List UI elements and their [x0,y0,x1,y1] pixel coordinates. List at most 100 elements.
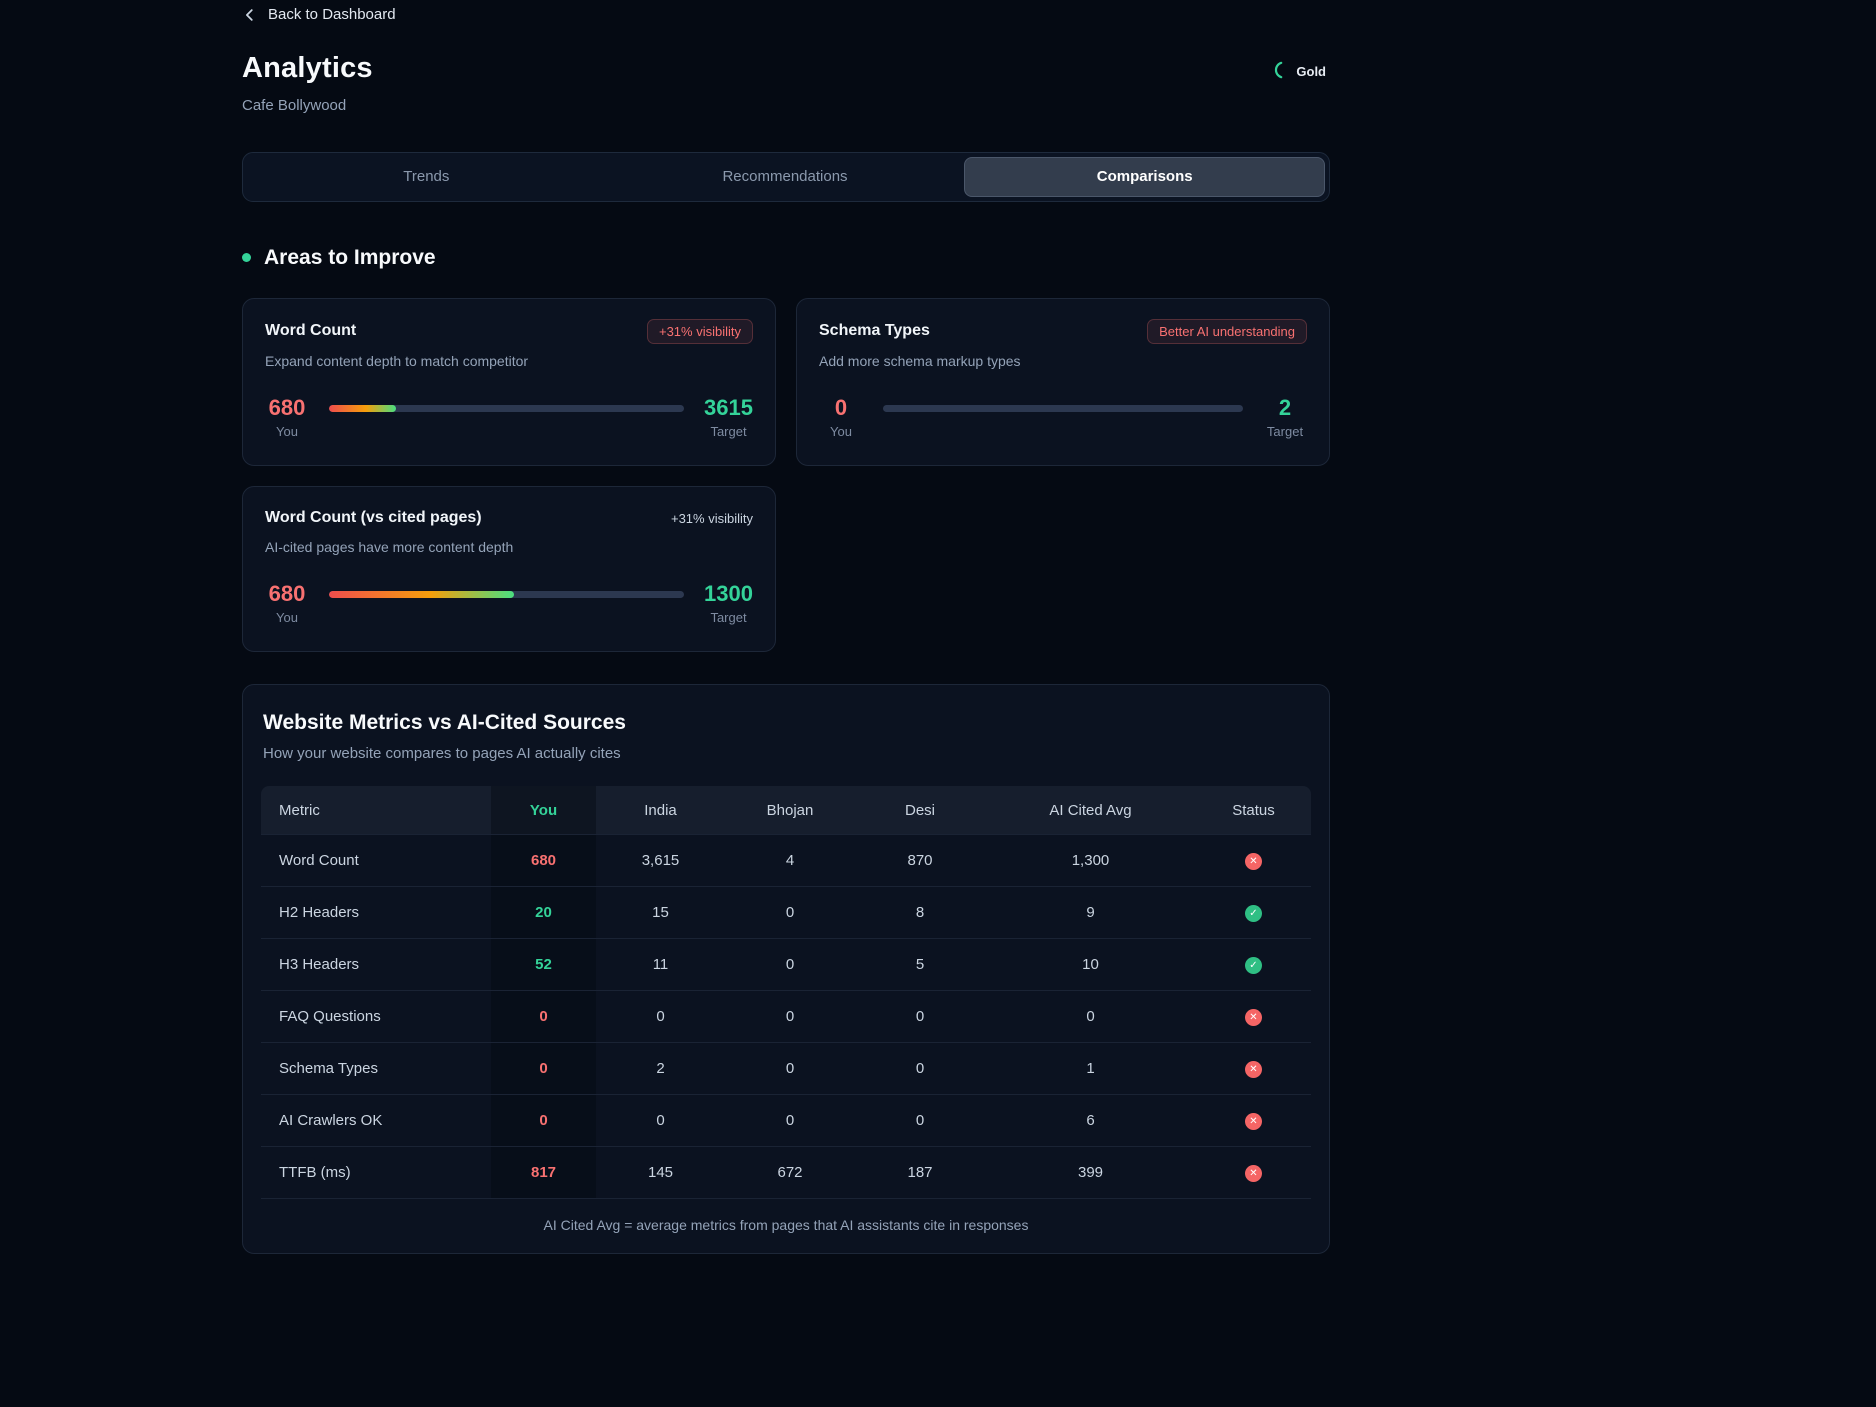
chevron-left-icon [242,7,258,23]
cell-desi: 0 [915,1008,925,1026]
x-circle-icon: ✕ [1245,1113,1262,1131]
table-row: Schema Types 0 2 0 0 1 ✕ [261,1042,1311,1095]
cell-metric: FAQ Questions [279,1008,381,1026]
comparison-table-body: Word Count 680 3,615 4 870 1,300 ✕ H2 Headers 20… [261,834,1311,1199]
tab-bar: Trends Recommendations Comparisons [242,151,1330,202]
cell-ai-cited-avg: 399 [1077,1164,1104,1182]
plan-badge: Gold [1270,60,1326,83]
you-value: 0 [834,394,848,420]
visibility-badge: +31% visibility [646,318,753,344]
cell-bhojan: 0 [785,904,795,922]
column-header-status: Status [1232,801,1275,819]
card-title: Word Count (vs cited pages) [265,509,482,527]
target-value: 2 [1278,394,1292,420]
table-row: FAQ Questions 0 0 0 0 0 ✕ [261,990,1311,1043]
page-subtitle: Cafe Bollywood [242,96,347,114]
cell-you: 680 [491,835,596,887]
cell-bhojan: 4 [785,852,795,870]
you-label: You [830,423,852,439]
cell-status: ✕ [1196,1007,1311,1027]
progress-bar-fill [329,404,397,412]
card-title: Word Count [265,322,357,339]
cell-you: 817 [491,1147,596,1199]
cell-desi: 870 [907,852,933,870]
target-label: Target [710,423,747,439]
improvement-cards: Word Count +31% visibility Expand conten… [242,297,1330,653]
table-row: TTFB (ms) 817 145 672 187 399 ✕ [261,1146,1311,1199]
cell-status: ✕ [1196,1163,1311,1183]
progress-bar [883,404,1243,412]
cell-you: 20 [491,887,596,939]
card-description: Add more schema markup types [819,352,1021,369]
cell-status: ✕ [1196,1111,1311,1131]
cell-desi: 187 [907,1164,933,1182]
cell-india: 3,615 [641,852,680,870]
cell-metric: Word Count [279,852,359,870]
cell-metric: Schema Types [279,1060,378,1078]
column-header-india: India [644,801,677,819]
cell-ai-cited-avg: 10 [1082,956,1099,974]
comparison-table: Metric You India Bhojan Desi AI Cited Av… [261,786,1311,1253]
cell-india: 0 [656,1008,665,1026]
cell-metric: TTFB (ms) [279,1164,351,1182]
card-title: Schema Types [819,322,930,339]
cell-india: 0 [656,1112,665,1130]
cell-ai-cited-avg: 0 [1086,1008,1095,1026]
cell-desi: 0 [915,1112,925,1130]
cell-metric: H2 Headers [279,904,360,922]
cell-ai-cited-avg: 6 [1086,1112,1095,1130]
section-areas-to-improve: Areas to Improve [242,246,1330,270]
x-circle-icon: ✕ [1245,853,1262,871]
table-row: AI Crawlers OK 0 0 0 0 6 ✕ [261,1094,1311,1147]
cell-desi: 0 [915,1060,925,1078]
analytics-page: Back to Dashboard Analytics Cafe Bollywo… [242,0,1330,1255]
cell-bhojan: 0 [785,1008,795,1026]
cell-bhojan: 0 [785,1112,795,1130]
column-header-you: You [491,786,596,835]
cell-metric: AI Crawlers OK [279,1112,383,1130]
column-header-desi: Desi [904,801,935,819]
ai-understanding-badge: Better AI understanding [1147,318,1307,344]
card-word-count-vs-cited: Word Count (vs cited pages) +31% visibil… [242,485,776,653]
tab-recommendations[interactable]: Recommendations [722,168,848,185]
progress-bar [329,404,685,412]
back-link-label: Back to Dashboard [268,6,396,23]
card-word-count: Word Count +31% visibility Expand conten… [242,297,776,466]
cell-desi: 5 [915,956,925,974]
target-value: 3615 [704,394,753,420]
you-value: 680 [268,580,306,606]
column-header-bhojan: Bhojan [766,801,814,819]
comparison-table-card: Website Metrics vs AI-Cited Sources How … [242,684,1330,1255]
target-label: Target [1266,423,1304,439]
comparison-subtitle: How your website compares to pages AI ac… [263,745,621,763]
cell-status: ✓ [1196,903,1311,923]
check-circle-icon: ✓ [1245,905,1262,923]
you-label: You [276,610,298,626]
progress-bar-fill [329,590,514,598]
cell-you: 0 [491,991,596,1043]
table-row: H2 Headers 20 15 0 8 9 ✓ [261,886,1311,939]
cell-india: 11 [652,956,669,974]
cell-bhojan: 0 [785,956,795,974]
progress-bar [329,590,685,598]
cell-india: 145 [647,1164,674,1182]
visibility-label: +31% visibility [670,510,753,526]
table-footnote: AI Cited Avg = average metrics from page… [261,1198,1311,1253]
card-description: Expand content depth to match competitor [265,352,529,369]
tab-comparisons[interactable]: Comparisons [964,156,1326,197]
cell-you: 0 [491,1043,596,1095]
back-to-dashboard-link[interactable]: Back to Dashboard [242,4,396,23]
crescent-moon-icon [1270,60,1290,83]
section-title: Areas to Improve [264,245,436,269]
target-value: 1300 [704,580,753,606]
x-circle-icon: ✕ [1245,1165,1262,1183]
you-value: 680 [268,394,306,420]
x-circle-icon: ✕ [1245,1061,1262,1079]
table-row: Word Count 680 3,615 4 870 1,300 ✕ [261,834,1311,887]
cell-desi: 8 [915,904,925,922]
tab-trends[interactable]: Trends [403,168,450,185]
cell-india: 15 [652,904,669,922]
table-header-row: Metric You India Bhojan Desi AI Cited Av… [261,786,1311,835]
green-dot-icon [242,253,251,262]
cell-ai-cited-avg: 1 [1086,1060,1095,1078]
